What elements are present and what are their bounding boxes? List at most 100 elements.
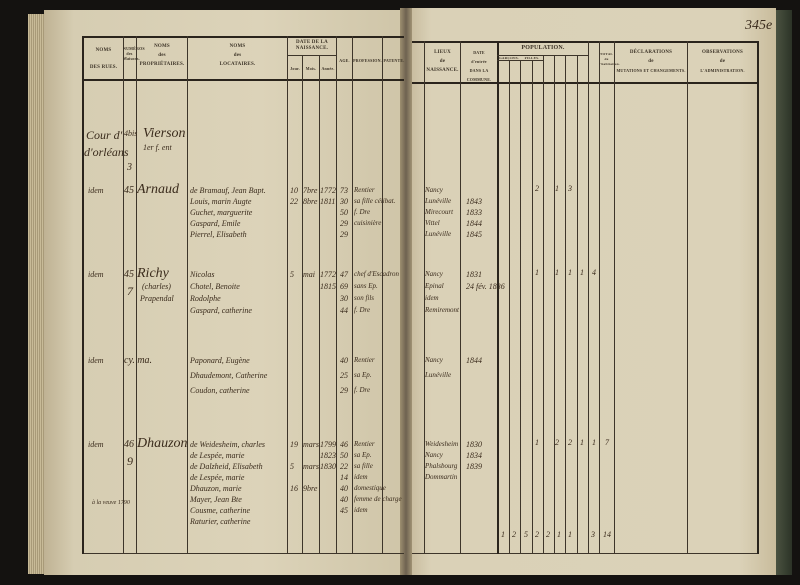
profession: sa Ep.	[354, 451, 372, 459]
birth-month: mars	[303, 462, 320, 471]
age: 29	[340, 219, 348, 228]
profession: f. Dre	[354, 208, 371, 216]
age: 45	[340, 506, 348, 515]
street-name: idem	[88, 270, 104, 279]
tenant-name: Paponard, Eugène	[190, 356, 250, 365]
header-rue-line: DES RUES.	[89, 65, 118, 70]
tenant-name: Guchet, marguerite	[190, 208, 253, 217]
tenant-name: Gaspard, catherine	[190, 306, 252, 315]
birth-month: mai	[303, 270, 315, 279]
owner-note: à la veuve 1790	[92, 500, 130, 506]
tenant-name: de Lespée, marie	[190, 451, 245, 460]
birth-day: 10	[290, 186, 298, 195]
owner-name: Arnaud	[137, 182, 179, 197]
tenant-name: Nicolas	[190, 270, 215, 279]
house-number: 45	[124, 269, 134, 280]
birthplace: Lunéville	[425, 197, 452, 205]
tenant-name: Raturier, catherine	[190, 517, 251, 526]
profession: sans Ep.	[354, 282, 378, 290]
age: 50	[340, 451, 348, 460]
birth-day: 16	[290, 484, 298, 493]
birth-year: 1830	[320, 462, 336, 471]
entry-date: 1843	[466, 197, 482, 206]
header-line: NAISSANCE.	[426, 68, 459, 73]
tenant-name: Gaspard, Emile	[190, 219, 241, 228]
header-line: DATE	[473, 50, 485, 55]
header-line: DÉCLARATIONS	[629, 50, 673, 55]
header-observations: OBSERVATIONS de L'ADMINISTRATION.	[688, 48, 757, 75]
header-line: des	[233, 53, 242, 58]
header-line: MUTATIONS ET CHANGEMENTS.	[616, 68, 686, 73]
birthplace: Lunéville	[425, 371, 452, 379]
street-name: idem	[88, 356, 104, 365]
birth-month: 8bre	[303, 197, 318, 206]
header-jour: Jour.	[290, 66, 300, 71]
street-name: idem	[88, 440, 104, 449]
population-count: 1	[555, 268, 559, 277]
profession: sa Ep.	[354, 371, 372, 379]
age: 50	[340, 208, 348, 217]
profession: son fils	[354, 294, 375, 302]
profession: chef d'Escadron	[354, 270, 399, 278]
birth-month: 7bre	[303, 186, 318, 195]
population-count: 1	[592, 438, 596, 447]
entry-date: 1834	[466, 451, 482, 460]
book-cover-edge	[776, 10, 792, 575]
header-date-naissance: DATE DE LA NAISSANCE.	[295, 40, 329, 51]
birthplace: Nancy	[425, 270, 443, 278]
birth-month: 9bre	[303, 484, 318, 493]
owner-name: Richy	[137, 266, 169, 281]
owner-name: Vierson	[143, 126, 186, 141]
age: 14	[340, 473, 348, 482]
house-number: 3	[127, 162, 132, 173]
population-total: 14	[603, 530, 611, 539]
age: 44	[340, 306, 348, 315]
header-line: des	[158, 53, 166, 58]
tenant-name: Mayer, Jean Bte	[190, 495, 242, 504]
profession: f. Dre	[354, 306, 371, 314]
population-total: 1	[568, 530, 572, 539]
population-total: 3	[591, 530, 595, 539]
birth-month: mars	[303, 440, 320, 449]
profession: Rentier	[354, 186, 375, 194]
profession: domestique	[354, 484, 386, 492]
header-line: de	[439, 59, 446, 64]
population-count: 1	[580, 438, 584, 447]
page-number: 345e	[745, 18, 773, 33]
birthplace: Nancy	[425, 356, 443, 364]
tenant-name: de Dalzheid, Elisabeth	[190, 462, 263, 471]
tenant-name: de Lespée, marie	[190, 473, 245, 482]
population-count: 1	[535, 268, 539, 277]
population-total: 2	[535, 530, 539, 539]
tenant-name: Dhaudemont, Catherine	[190, 371, 268, 380]
header-locataires: NOMS des LOCATAIRES.	[188, 42, 287, 69]
tenant-name: Pierrel, Elisabeth	[190, 230, 247, 239]
profession: femme de charge	[354, 495, 402, 503]
house-number: 46	[124, 439, 134, 450]
profession: sa fille	[354, 462, 373, 470]
header-line: NOMS	[229, 44, 246, 49]
profession: f. Dre	[354, 386, 371, 394]
tenant-name: Chotel, Benoite	[190, 282, 240, 291]
birth-day: 5	[290, 270, 294, 279]
owner-note: (charles)	[142, 282, 171, 291]
birth-day: 22	[290, 197, 298, 206]
profession: sa fille célibat.	[354, 197, 396, 205]
header-proprietaires: NOMS des PROPRIÉTAIRES.	[137, 42, 187, 69]
population-total: 5	[524, 530, 528, 539]
owner-note: Prapendal	[140, 294, 174, 303]
birthplace: Weidesheim	[425, 440, 459, 448]
birth-year: 1811	[320, 197, 336, 206]
header-profession: PROFESSION.	[353, 58, 382, 63]
header-line: PROPRIÉTAIRES.	[139, 62, 185, 67]
birthplace: Epinal	[425, 282, 444, 290]
birthplace: idem	[425, 294, 439, 302]
house-number: 9	[127, 454, 133, 468]
header-population: POPULATION.	[521, 45, 565, 51]
header-mois: Mois.	[305, 66, 317, 71]
header-line: d'entrée	[471, 59, 487, 64]
population-total: 1	[501, 530, 505, 539]
population-count: 1	[555, 184, 559, 193]
profession: idem	[354, 473, 368, 481]
street-name: d'orléans	[84, 145, 129, 159]
